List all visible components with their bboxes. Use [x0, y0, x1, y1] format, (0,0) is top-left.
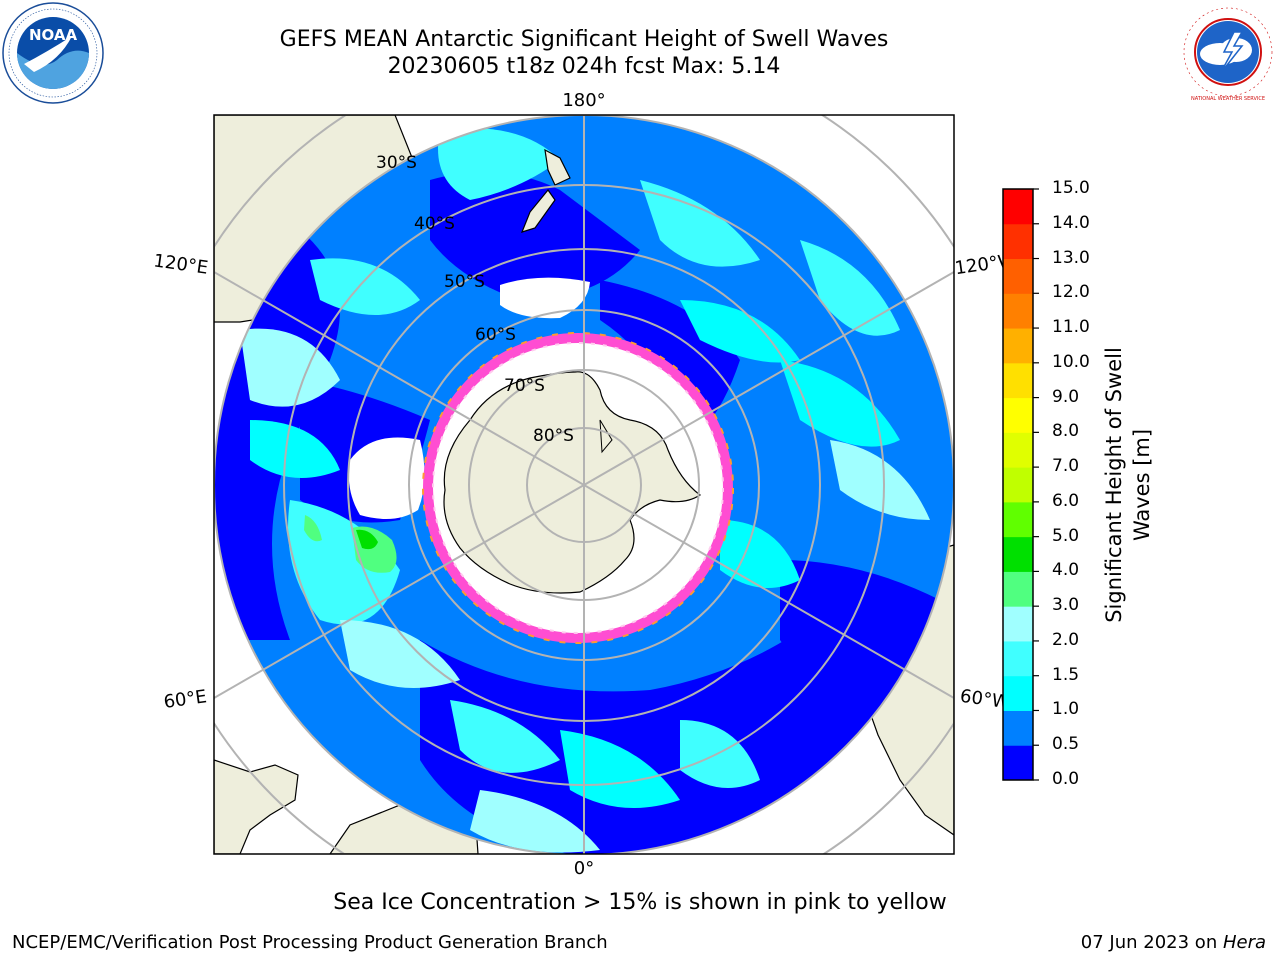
- colorbar-tick-label: 1.0: [1052, 699, 1080, 720]
- colorbar-segment: [1003, 745, 1033, 781]
- colorbar-tick-label: 1.5: [1052, 664, 1080, 685]
- colorbar-tick-label: 2.0: [1052, 629, 1080, 650]
- colorbar-label: Significant Height of Swell Waves [m]: [1102, 347, 1154, 623]
- colorbar-segment: [1003, 223, 1033, 260]
- land-new-zealand: [544, 148, 571, 186]
- colorbar-tick-label: 4.0: [1052, 560, 1080, 581]
- colorbar-tick-label: 7.0: [1052, 456, 1080, 477]
- noaa-logo-text: NOAA: [29, 26, 78, 44]
- footer-machine: Hera: [1222, 932, 1266, 953]
- colorbar-tick-label: 13.0: [1052, 247, 1090, 268]
- colorbar-tick-label: 6.0: [1052, 490, 1080, 511]
- colorbar-segment: [1003, 710, 1033, 746]
- colorbar-tick-label: 0.5: [1052, 734, 1080, 755]
- lat-label-80: 80°S: [533, 426, 574, 446]
- colorbar-border: [1002, 188, 1034, 781]
- colorbar-tick-label: 0.0: [1052, 769, 1080, 789]
- colorbar-segment: [1003, 362, 1033, 399]
- colorbar-segment: [1003, 189, 1033, 225]
- nws-logo-text: NATIONAL WEATHER SERVICE: [1191, 96, 1265, 102]
- chart-title: GEFS MEAN Antarctic Significant Height o…: [279, 27, 889, 52]
- colorbar-tick-label: 12.0: [1052, 282, 1090, 303]
- lat-label-40: 40°S: [414, 214, 455, 234]
- colorbar-segment: [1003, 467, 1033, 503]
- chart-subtitle: 20230605 t18z 024h fcst Max: 5.14: [387, 54, 781, 79]
- colorbar-segment: [1003, 328, 1033, 364]
- lat-label-50: 50°S: [444, 272, 485, 292]
- meridian-label-120e: 120°E: [152, 250, 209, 278]
- sea-ice-note: Sea Ice Concentration > 15% is shown in …: [333, 890, 947, 915]
- meridian-label-0: 0°: [574, 858, 594, 879]
- colorbar-segment: [1003, 675, 1033, 711]
- colorbar-segment: [1003, 536, 1033, 572]
- nws-logo: NATIONAL WEATHER SERVICE: [1180, 4, 1276, 102]
- colorbar-tick-label: 14.0: [1052, 212, 1090, 233]
- colorbar-segment: [1003, 606, 1033, 642]
- meridian-label-60e: 60°E: [162, 686, 208, 713]
- lat-label-60: 60°S: [475, 325, 516, 345]
- colorbar-tick-label: 15.0: [1052, 178, 1090, 198]
- colorbar-tick-label: 3.0: [1052, 595, 1080, 616]
- colorbar-segment: [1003, 258, 1033, 294]
- land-africa: [214, 759, 299, 854]
- colorbar-segment: [1003, 640, 1033, 677]
- noaa-logo: NOAA: [2, 2, 104, 104]
- footer-date: 07 Jun 2023 on Hera: [1080, 932, 1266, 953]
- colorbar-tick-label: 10.0: [1052, 351, 1090, 372]
- colorbar-segment: [1003, 501, 1033, 538]
- colorbar-tick-label: 9.0: [1052, 386, 1080, 407]
- colorbar-tick-label: 8.0: [1052, 421, 1080, 442]
- colorbar-segment: [1003, 397, 1033, 433]
- meridian-label-180: 180°: [562, 90, 605, 111]
- graticule: [214, 115, 954, 854]
- colorbar-tick-label: 11.0: [1052, 317, 1090, 338]
- colorbar: [1003, 188, 1039, 781]
- colorbar-tick-label: 5.0: [1052, 525, 1080, 546]
- land-antarctica: [443, 371, 702, 594]
- colorbar-segment: [1003, 571, 1033, 607]
- lat-label-30: 30°S: [376, 153, 417, 173]
- map-border: [213, 114, 955, 855]
- colorbar-segment: [1003, 293, 1033, 329]
- colorbar-segment: [1003, 432, 1033, 468]
- lat-label-70: 70°S: [504, 376, 545, 396]
- footer-credit: NCEP/EMC/Verification Post Processing Pr…: [12, 932, 608, 953]
